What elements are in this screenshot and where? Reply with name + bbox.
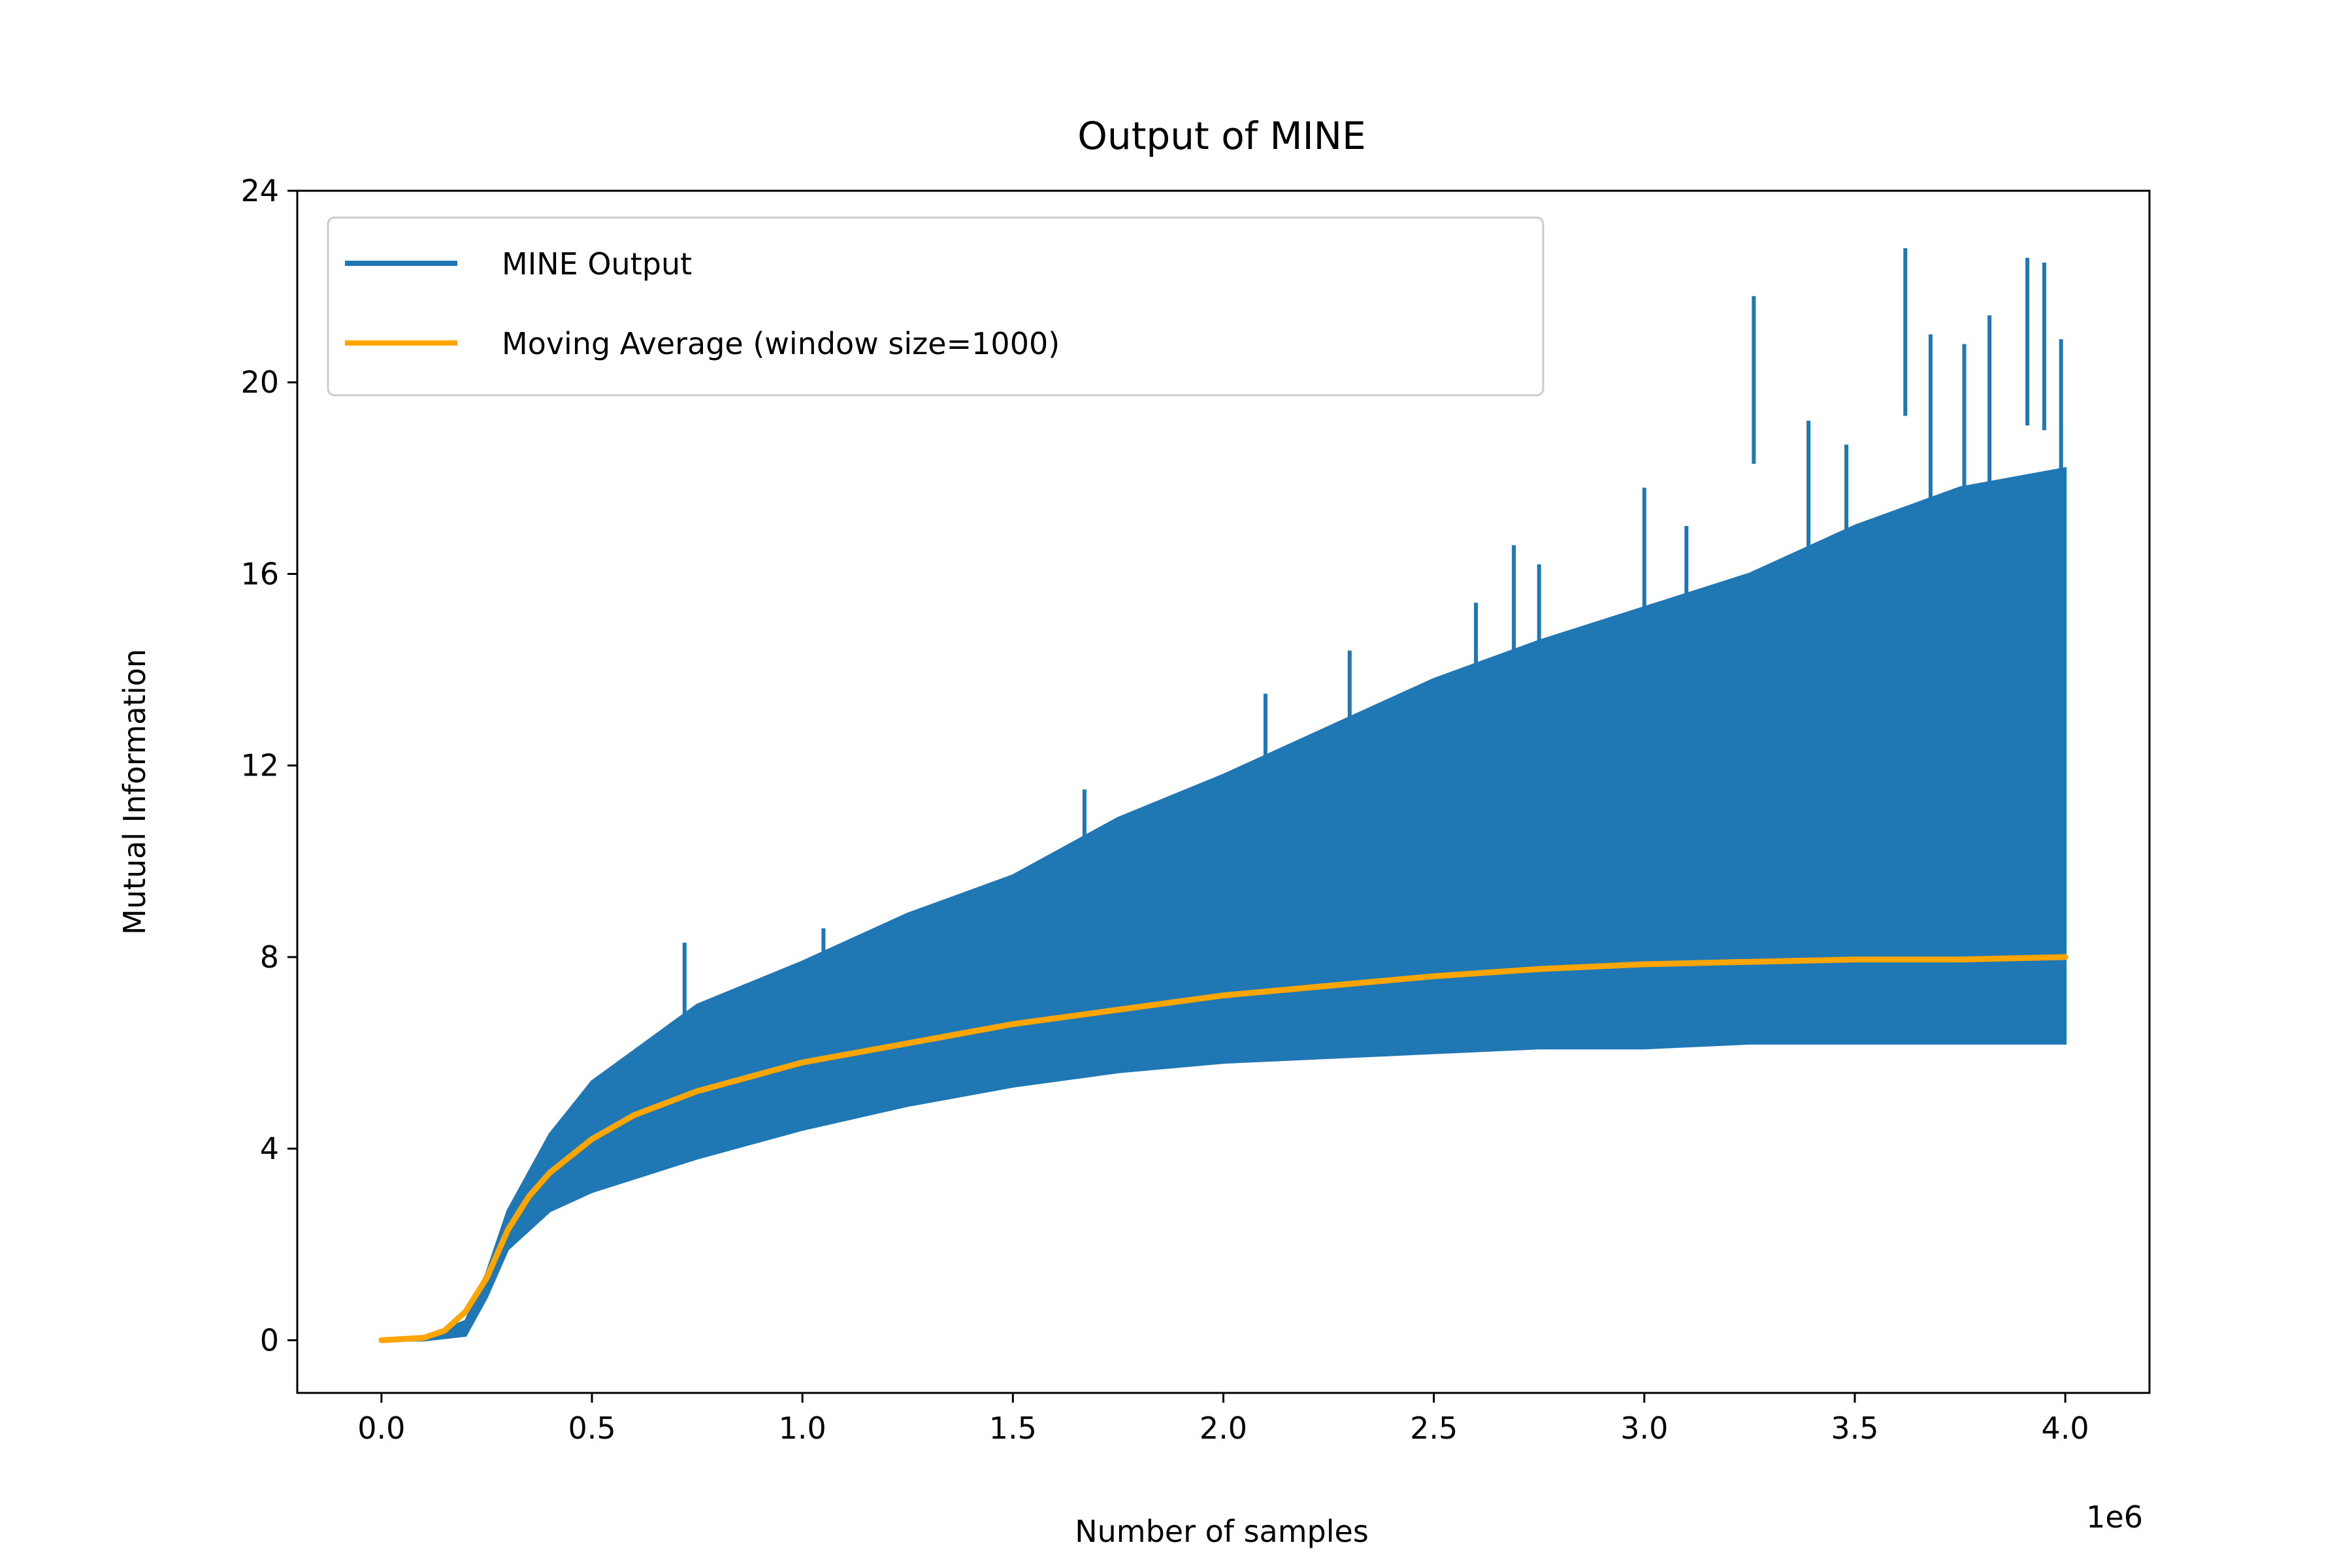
x-tick-label-8: 4.0 [2042,1411,2089,1446]
chart-title: Output of MINE [1077,114,1365,158]
x-axis-label: Number of samples [1075,1514,1369,1549]
series-mine-output-band [381,466,2067,1342]
x-tick-label-5: 2.5 [1410,1411,1458,1446]
legend-box [327,216,1544,397]
x-tick-label-7: 3.5 [1831,1411,1878,1446]
y-tick-label-0: 0 [260,1322,279,1358]
y-tick-label-4: 16 [240,556,279,591]
x-tick-label-2: 1.0 [779,1411,826,1446]
x-axis-offset-label: 1e6 [2086,1499,2143,1535]
axis-ticks: 0.0 0.5 1.0 1.5 2.0 2.5 3.0 3.5 4.0 0 4 8 12 16 20 24 [240,173,2089,1446]
legend-label-moving-average: Moving Average (window size=1000) [502,326,1060,361]
x-tick-label-0: 0.0 [357,1411,405,1446]
legend-label-mine-output: MINE Output [502,246,692,282]
y-tick-label-3: 12 [240,748,279,783]
y-tick-label-2: 8 [260,939,279,975]
y-axis-label: Mutual Information [117,649,152,935]
x-tick-label-3: 1.5 [989,1411,1037,1446]
x-tick-label-4: 2.0 [1200,1411,1247,1446]
plot-area [378,248,2068,1343]
y-tick-label-5: 20 [240,365,279,400]
legend: MINE Output Moving Average (window size=… [327,216,1544,397]
y-tick-label-1: 4 [260,1131,279,1166]
y-tick-label-6: 24 [240,173,279,208]
x-tick-label-6: 3.0 [1620,1411,1668,1446]
x-tick-label-1: 0.5 [568,1411,615,1446]
series-moving-average-line [378,954,2068,1343]
